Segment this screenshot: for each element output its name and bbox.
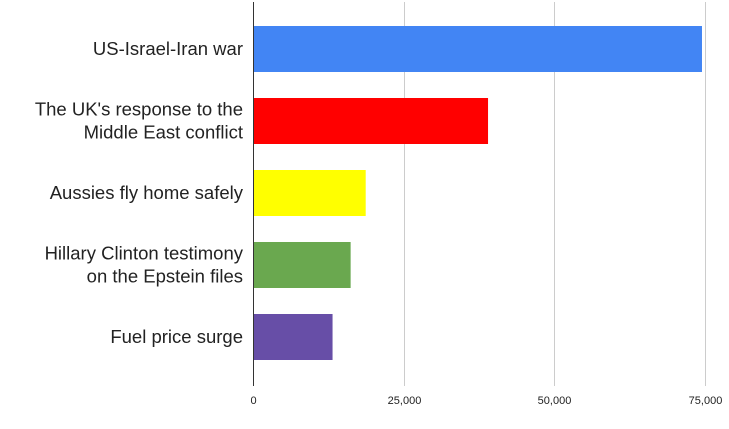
category-label: Middle East conflict — [84, 122, 243, 143]
bar — [254, 314, 333, 360]
category-label: The UK's response to the — [35, 99, 243, 120]
bar — [254, 98, 489, 144]
category-label: Aussies fly home safely — [50, 182, 244, 203]
category-labels: US-Israel-Iran war The UK's response to t… — [35, 38, 244, 347]
category-label: on the Epstein files — [87, 266, 243, 287]
bar — [254, 26, 702, 72]
x-tick-label: 50,000 — [538, 395, 572, 407]
x-tick-labels: 0 25,000 50,000 75,000 — [250, 395, 722, 407]
x-tick-label: 25,000 — [388, 395, 422, 407]
x-tick-label: 75,000 — [689, 395, 723, 407]
category-label: Hillary Clinton testimony — [45, 243, 244, 264]
category-label: US-Israel-Iran war — [93, 38, 243, 59]
x-tick-label: 0 — [250, 395, 256, 407]
bars — [254, 26, 702, 360]
category-label: Fuel price surge — [110, 326, 243, 347]
bar — [254, 242, 351, 288]
bar — [254, 170, 366, 216]
